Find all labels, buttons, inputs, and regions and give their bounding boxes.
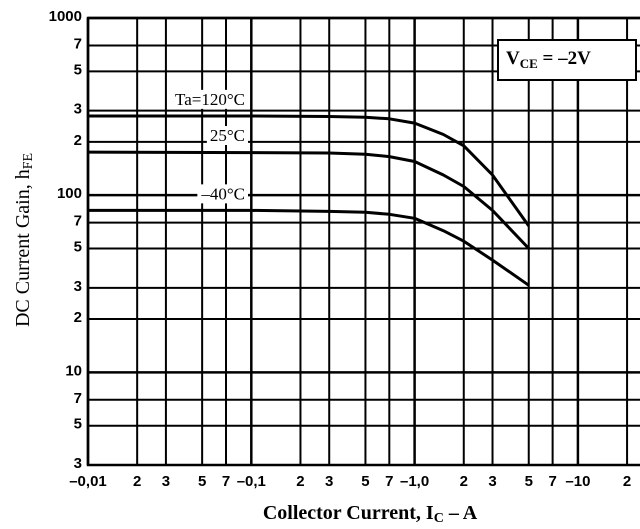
series-label-bg [172, 89, 248, 109]
x-tick-label: 5 [361, 473, 369, 490]
x-tick-label: –1,0 [400, 473, 429, 490]
x-tick-label: 7 [385, 473, 393, 490]
series-label-bg [197, 184, 248, 204]
y-tick-label: 7 [74, 213, 82, 230]
x-tick-label: 2 [623, 473, 631, 490]
series-label: Ta=120°C [175, 90, 245, 109]
annotation-box [497, 39, 637, 81]
x-label-sub: C [434, 511, 444, 526]
curve [88, 114, 531, 227]
y-tick-label: 3 [74, 101, 82, 118]
x-tick-label: 3 [325, 473, 333, 490]
x-tick-label: 3 [162, 473, 170, 490]
y-label-main: DC Current Gain, h [12, 169, 34, 327]
x-tick-label: 2 [460, 473, 468, 490]
annotation: VCE = –2V [497, 39, 637, 81]
x-tick-label: –0,01 [69, 473, 107, 490]
plot-frame [86, 16, 640, 467]
x-tick-label: –10 [565, 473, 590, 490]
x-label-unit: – A [444, 502, 478, 524]
x-label-main: Collector Current, I [263, 502, 434, 524]
y-tick-label: 3 [74, 278, 82, 295]
y-tick-label: 1000 [49, 8, 82, 25]
x-tick-label: 2 [296, 473, 304, 490]
x-tick-label: –0,1 [237, 473, 266, 490]
x-axis-label: Collector Current, IC – A [263, 502, 478, 527]
series-label-bg [206, 126, 248, 146]
curve [87, 150, 530, 250]
annotation-text: VCE = –2V [506, 48, 591, 71]
x-tick-label: 5 [525, 473, 533, 490]
y-tick-label: 7 [74, 35, 82, 52]
y-tick-label: 5 [74, 238, 82, 255]
series-label: 25°C [210, 126, 245, 145]
series-label: –40°C [200, 184, 245, 203]
x-tick-label: 7 [548, 473, 556, 490]
x-tick-label: 2 [133, 473, 141, 490]
y-tick-label: 7 [74, 390, 82, 407]
y-label-sub: FE [21, 153, 36, 169]
x-tick-label: 7 [222, 473, 230, 490]
y-tick-label: 2 [74, 132, 82, 149]
y-tick-label: 2 [74, 309, 82, 326]
y-tick-label: 5 [74, 61, 82, 78]
x-tick-label: 5 [198, 473, 206, 490]
y-axis-label: DC Current Gain, hFE [12, 153, 37, 327]
x-tick-label: 3 [488, 473, 496, 490]
y-tick-label: 10 [65, 362, 82, 379]
curve [88, 208, 530, 287]
annotation-main: V [506, 48, 520, 69]
annotation-sub: CE [520, 56, 538, 71]
annotation-rest: = –2V [538, 48, 591, 69]
y-tick-label: 3 [74, 455, 82, 472]
y-tick-label: 5 [74, 416, 82, 433]
y-tick-label: 100 [57, 185, 82, 202]
